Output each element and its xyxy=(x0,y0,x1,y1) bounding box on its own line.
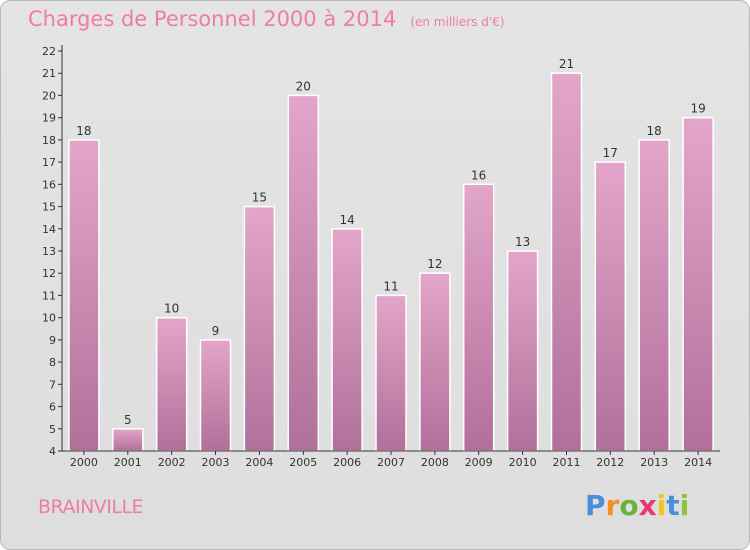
y-tick-label: 19 xyxy=(42,112,56,125)
bar xyxy=(506,250,539,452)
bar-value-label: 5 xyxy=(124,413,132,427)
bar xyxy=(375,294,407,452)
logo-letter: r xyxy=(605,489,620,522)
bar xyxy=(419,272,451,452)
x-tick-label: 2005 xyxy=(289,456,317,469)
y-tick-label: 10 xyxy=(42,312,56,325)
y-tick-label: 22 xyxy=(42,45,56,58)
bar-value-label: 14 xyxy=(339,213,354,227)
y-tick-label: 12 xyxy=(42,267,56,280)
logo-letter: i xyxy=(656,489,667,522)
bar-value-label: 12 xyxy=(427,257,442,271)
bar xyxy=(287,94,320,452)
bar xyxy=(68,139,100,452)
chart-unit: (en milliers d'€) xyxy=(410,15,505,29)
proxiti-logo: Proxiti xyxy=(585,489,689,522)
bar-value-label: 17 xyxy=(603,146,618,160)
y-tick-label: 6 xyxy=(49,401,56,414)
logo-letter: i xyxy=(679,489,690,522)
bar-value-label: 18 xyxy=(647,124,662,138)
logo-letter: P xyxy=(585,489,606,522)
bar xyxy=(462,183,495,452)
logo-letter: o xyxy=(619,489,639,522)
chart-title: Charges de Personnel 2000 à 2014 (en mill… xyxy=(28,7,504,31)
y-tick-label: 21 xyxy=(42,67,56,80)
y-tick-label: 16 xyxy=(42,178,56,191)
x-tick-label: 2009 xyxy=(465,456,493,469)
y-tick-label: 18 xyxy=(42,134,56,147)
x-tick-label: 2014 xyxy=(684,456,712,469)
bar xyxy=(243,205,276,452)
y-tick-label: 11 xyxy=(42,289,56,302)
bar xyxy=(550,72,583,452)
bar xyxy=(199,339,232,452)
x-tick-label: 2006 xyxy=(333,456,361,469)
y-tick-label: 9 xyxy=(49,334,56,347)
x-tick-label: 2011 xyxy=(553,456,581,469)
y-tick-label: 14 xyxy=(42,223,56,236)
bar xyxy=(594,161,627,452)
bar-value-label: 9 xyxy=(212,324,220,338)
bar xyxy=(112,428,144,452)
y-tick-label: 8 xyxy=(49,356,56,369)
logo-letter: t xyxy=(666,489,680,522)
x-tick-label: 2007 xyxy=(377,456,405,469)
bar-value-label: 15 xyxy=(252,191,267,205)
bar-value-label: 21 xyxy=(559,57,574,71)
bar-value-label: 16 xyxy=(471,168,486,182)
x-tick-label: 2010 xyxy=(509,456,537,469)
x-tick-label: 2003 xyxy=(202,456,230,469)
x-tick-label: 2000 xyxy=(70,456,98,469)
bar-value-label: 18 xyxy=(76,124,91,138)
bar xyxy=(331,228,363,452)
chart-title-text: Charges de Personnel 2000 à 2014 xyxy=(28,7,397,31)
x-tick-label: 2012 xyxy=(596,456,624,469)
x-tick-label: 2004 xyxy=(245,456,273,469)
bar xyxy=(682,116,714,452)
logo-letter: x xyxy=(638,489,657,522)
bar xyxy=(638,139,670,452)
bar-value-label: 13 xyxy=(515,235,530,249)
bar-value-label: 19 xyxy=(690,102,705,116)
y-tick-label: 4 xyxy=(49,445,56,458)
y-tick-label: 7 xyxy=(49,378,56,391)
y-tick-label: 5 xyxy=(49,423,56,436)
bar-value-label: 20 xyxy=(296,79,311,93)
commune-name: BRAINVILLE xyxy=(38,496,144,518)
y-tick-label: 20 xyxy=(42,89,56,102)
x-tick-label: 2002 xyxy=(158,456,186,469)
x-tick-label: 2008 xyxy=(421,456,449,469)
y-tick-label: 15 xyxy=(42,201,56,214)
y-tick-label: 17 xyxy=(42,156,56,169)
x-tick-label: 2013 xyxy=(640,456,668,469)
bar-value-label: 10 xyxy=(164,302,179,316)
bar xyxy=(155,316,188,452)
y-tick-label: 13 xyxy=(42,245,56,258)
x-tick-label: 2001 xyxy=(114,456,142,469)
bar-value-label: 11 xyxy=(383,279,398,293)
